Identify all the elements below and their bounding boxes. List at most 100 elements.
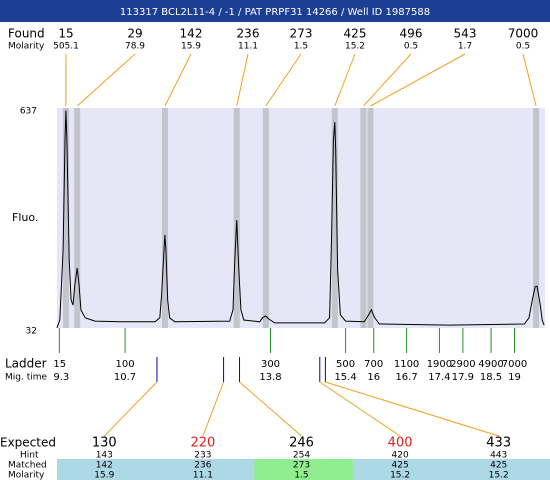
y-tick-label: 637 <box>20 107 37 117</box>
peak-band <box>74 108 81 328</box>
found-size: 496 <box>400 27 423 41</box>
found-label: Found <box>8 27 45 41</box>
ladder-time: 16 <box>367 372 380 383</box>
matched-molarity: 15.2 <box>390 471 410 480</box>
found-size: 273 <box>290 27 313 41</box>
peak-link <box>236 53 249 107</box>
expected-size: 220 <box>190 436 215 451</box>
found-size: 7000 <box>508 27 539 41</box>
ladder-size: 500 <box>336 359 355 370</box>
ladder-size: 300 <box>261 359 280 370</box>
ladder-time: 18.5 <box>480 372 502 383</box>
expected-link <box>319 381 401 437</box>
ladder-time: 17.9 <box>452 372 474 383</box>
ladder-time: 10.7 <box>114 372 136 383</box>
expected-molarity-label: Molarity <box>8 471 45 480</box>
ladder-time: 17.4 <box>428 372 450 383</box>
expected-link <box>325 381 499 437</box>
peak-link <box>164 53 192 107</box>
expected-link <box>202 381 225 437</box>
found-molarity: 15.9 <box>181 42 201 52</box>
matched-cell <box>352 459 452 480</box>
expected-size: 433 <box>486 436 511 451</box>
matched-cell <box>57 459 157 480</box>
matched-size: 236 <box>194 461 211 471</box>
found-molarity: 0.5 <box>404 42 418 52</box>
ladder-time: 19 <box>508 372 521 383</box>
ladder-label: Ladder <box>5 357 47 371</box>
matched-cell <box>254 459 354 480</box>
ladder-time: 9.3 <box>53 372 69 383</box>
peak-band <box>331 108 338 328</box>
matched-cell <box>451 459 550 480</box>
matched-cell <box>155 459 255 480</box>
expected-link <box>239 381 302 437</box>
found-molarity: 11.1 <box>238 42 258 52</box>
ladder-size: 4900 <box>478 359 503 370</box>
ladder-size: 7000 <box>502 359 527 370</box>
peak-link <box>370 53 466 107</box>
found-molarity: 15.2 <box>345 42 365 52</box>
y-tick-label: 32 <box>26 327 37 337</box>
peak-band <box>533 108 540 328</box>
expected-link <box>103 381 158 437</box>
plot-area <box>57 108 545 328</box>
peak-link <box>363 53 412 107</box>
y-axis-label: Fluo. <box>12 211 38 224</box>
peak-link <box>76 53 136 107</box>
header-bar <box>0 0 550 22</box>
matched-molarity: 15.2 <box>489 471 509 480</box>
matched-size: 425 <box>392 461 409 471</box>
found-molarity: 505.1 <box>53 42 79 52</box>
peak-link <box>522 53 537 107</box>
matched-size: 273 <box>293 461 310 471</box>
hint-label: Hint <box>20 451 39 461</box>
peak-link <box>265 53 302 107</box>
trace <box>56 110 545 329</box>
hint-size: 143 <box>96 451 113 461</box>
ladder-time: 16.7 <box>395 372 417 383</box>
found-size: 425 <box>344 27 367 41</box>
found-size: 543 <box>454 27 477 41</box>
expected-size: 400 <box>388 436 413 451</box>
matched-molarity: 11.1 <box>193 471 213 480</box>
molarity-label: Molarity <box>8 42 45 52</box>
found-molarity: 1.5 <box>294 42 308 52</box>
ladder-time: 15.4 <box>334 372 356 383</box>
found-molarity: 78.9 <box>125 42 145 52</box>
matched-molarity: 1.5 <box>294 471 308 480</box>
ladder-size: 100 <box>115 359 134 370</box>
found-size: 142 <box>180 27 203 41</box>
peak-band <box>262 108 269 328</box>
matched-label: Matched <box>8 461 47 471</box>
matched-size: 425 <box>490 461 507 471</box>
peak-band <box>233 108 240 328</box>
peak-band <box>367 108 374 328</box>
ladder-size: 700 <box>364 359 383 370</box>
mig-time-label: Mig. time <box>5 373 47 383</box>
matched-molarity: 15.9 <box>94 471 114 480</box>
hint-size: 443 <box>490 451 507 461</box>
ladder-time: 13.8 <box>259 372 281 383</box>
ladder-size: 1900 <box>427 359 452 370</box>
peak-band <box>161 108 168 328</box>
found-size: 236 <box>237 27 260 41</box>
peak-link <box>334 53 356 107</box>
hint-size: 254 <box>293 451 310 461</box>
ladder-size: 1100 <box>394 359 419 370</box>
peak-band <box>62 108 69 328</box>
matched-size: 142 <box>96 461 113 471</box>
hint-size: 233 <box>194 451 211 461</box>
expected-label: Expected <box>0 436 56 450</box>
found-molarity: 0.5 <box>516 42 530 52</box>
ladder-size: 15 <box>53 359 66 370</box>
ladder-size: 2900 <box>450 359 475 370</box>
found-size: 15 <box>58 27 73 41</box>
peak-band <box>360 108 367 328</box>
found-molarity: 1.7 <box>458 42 472 52</box>
expected-size: 246 <box>289 436 314 451</box>
hint-size: 420 <box>392 451 409 461</box>
found-size: 29 <box>127 27 142 41</box>
expected-size: 130 <box>92 436 117 451</box>
